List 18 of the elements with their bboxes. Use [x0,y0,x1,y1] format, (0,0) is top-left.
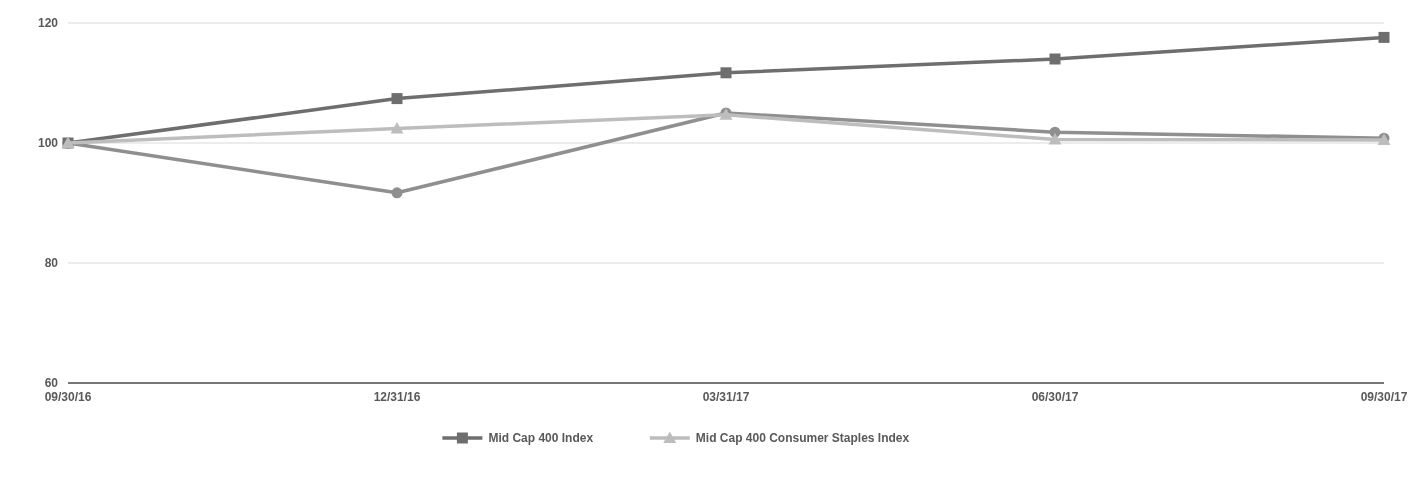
legend-label: Mid Cap 400 Consumer Staples Index [695,431,910,446]
y-tick-label: 100 [37,136,59,151]
point [720,67,732,79]
point [1048,132,1062,145]
x-tick-label: 12/31/16 [373,390,421,404]
legend-label: Mid Cap 400 Index [488,431,594,446]
x-tick-label: 09/30/17 [1360,390,1408,404]
x-tick-label: 06/30/17 [1031,390,1079,404]
y-tick-label: 60 [44,376,59,391]
y-tick-label: 80 [44,256,59,271]
point [1049,53,1061,65]
x-tick-label: 09/30/16 [44,390,92,404]
point [391,187,403,199]
point [390,122,404,134]
x-tick-label: 03/31/17 [702,390,750,404]
y-tick-label: 120 [37,16,59,31]
point [1378,31,1390,43]
point [391,93,403,105]
